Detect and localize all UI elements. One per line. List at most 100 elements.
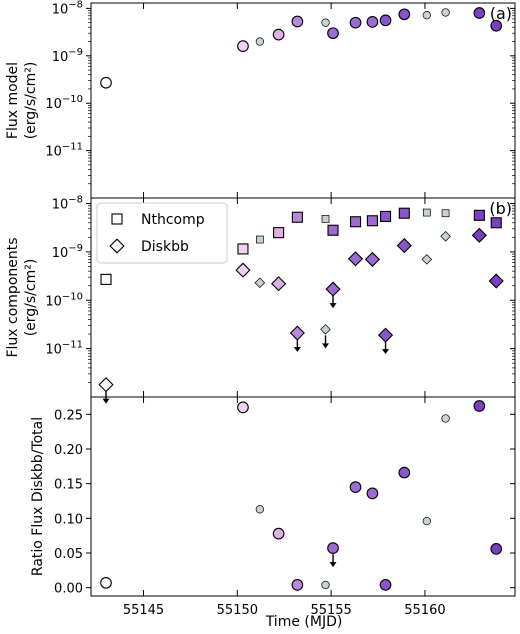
data-point xyxy=(237,243,249,255)
data-point xyxy=(349,16,362,29)
data-point xyxy=(347,251,364,267)
panel-label: (b) xyxy=(489,199,512,218)
data-point xyxy=(325,281,341,297)
panel-frame xyxy=(90,2,516,199)
data-point xyxy=(488,273,504,289)
data-point xyxy=(398,8,411,21)
data-point xyxy=(441,8,450,17)
y-tick-label: 10−10 xyxy=(45,291,83,309)
data-point xyxy=(377,327,394,343)
y-tick-label: 0.25 xyxy=(54,408,83,423)
data-point xyxy=(366,487,379,500)
data-point xyxy=(291,579,304,591)
data-point xyxy=(321,18,330,27)
upper-limit-head xyxy=(102,398,110,404)
legend-marker-diamond xyxy=(109,238,125,254)
upper-limit-head xyxy=(329,562,337,568)
data-point xyxy=(349,481,362,493)
y-tick-label: 10−9 xyxy=(52,47,83,65)
data-point xyxy=(422,516,431,526)
data-point xyxy=(366,215,378,227)
y-axis-label: Flux components xyxy=(5,237,21,357)
y-tick-label: 0.00 xyxy=(54,582,83,597)
data-point xyxy=(441,414,450,423)
x-tick-label: 55160 xyxy=(404,603,445,618)
data-point xyxy=(473,209,485,221)
upper-limit-head xyxy=(322,343,330,349)
data-point xyxy=(100,273,112,285)
data-point xyxy=(237,40,249,52)
data-point xyxy=(327,542,339,555)
data-point xyxy=(272,527,285,540)
data-point xyxy=(255,505,264,514)
y-tick-label: 10−11 xyxy=(45,142,83,160)
panel-2: 10−8 10−9 10−10 10−11 Flux components (erg/s/… xyxy=(5,195,516,404)
data-point xyxy=(490,217,502,229)
x-tick-label: 55145 xyxy=(123,603,164,618)
data-point xyxy=(320,324,331,335)
data-point xyxy=(273,227,285,239)
y-axis-unit: (erg/s/cm²) xyxy=(23,259,39,337)
data-point xyxy=(471,227,487,243)
upper-limit-head xyxy=(293,347,301,353)
y-axis-label: Ratio Flux Diskbb/Total xyxy=(30,417,46,576)
legend-label: Diskbb xyxy=(141,239,189,255)
data-point xyxy=(366,16,379,28)
data-point xyxy=(490,19,503,32)
data-point xyxy=(237,401,249,414)
upper-limit-arrow xyxy=(329,554,337,568)
upper-limit-arrow xyxy=(322,335,330,349)
data-point xyxy=(321,580,330,590)
legend-label: Nthcomp xyxy=(141,212,205,228)
series-diskbb xyxy=(98,227,504,404)
data-point xyxy=(473,7,486,19)
x-tick-label: 55155 xyxy=(310,603,351,618)
y-tick-label: 10−8 xyxy=(52,0,83,17)
data-point xyxy=(379,579,392,591)
panel-frame xyxy=(90,396,516,597)
data-point xyxy=(291,211,303,223)
data-point xyxy=(398,466,411,479)
y-tick-label: 0.20 xyxy=(54,443,83,458)
panel-label: (a) xyxy=(490,4,512,23)
data-point xyxy=(440,231,451,242)
data-point xyxy=(321,215,330,223)
data-point xyxy=(255,235,264,244)
series-nthcomp xyxy=(100,207,502,285)
data-point xyxy=(421,254,433,265)
data-point xyxy=(271,276,287,292)
data-point xyxy=(490,543,503,555)
data-point xyxy=(473,400,486,412)
y-tick-label: 10−9 xyxy=(52,243,83,261)
upper-limit-head xyxy=(329,303,337,309)
data-point xyxy=(349,216,362,228)
x-tick-label: 55150 xyxy=(217,603,258,618)
y-tick-label: 0.05 xyxy=(54,547,83,562)
data-point xyxy=(100,576,112,589)
data-point xyxy=(398,207,410,219)
data-point xyxy=(422,11,431,20)
y-tick-label: 10−8 xyxy=(52,195,83,213)
panel-1: 10−8 10−9 10−10 10−11 Flux model (erg/s/cm²) (… xyxy=(5,0,516,199)
data-point xyxy=(422,208,431,217)
upper-limit-arrow xyxy=(329,295,337,309)
legend-box xyxy=(96,202,228,264)
y-axis-unit: (erg/s/cm²) xyxy=(23,62,39,140)
data-point xyxy=(98,377,114,393)
data-point xyxy=(289,325,305,341)
data-point xyxy=(291,15,304,28)
data-point xyxy=(327,224,339,236)
y-axis-label: Flux model xyxy=(5,62,21,139)
data-point xyxy=(272,28,285,41)
legend: Nthcomp Diskbb xyxy=(96,202,228,264)
legend-marker-square xyxy=(111,213,123,225)
data-point xyxy=(254,277,266,289)
data-point xyxy=(255,37,264,46)
data-point xyxy=(379,210,392,223)
data-point xyxy=(396,238,412,254)
data-point xyxy=(379,14,392,27)
series-flux xyxy=(100,7,503,89)
data-point xyxy=(441,209,450,218)
upper-limit-arrow xyxy=(382,341,390,355)
